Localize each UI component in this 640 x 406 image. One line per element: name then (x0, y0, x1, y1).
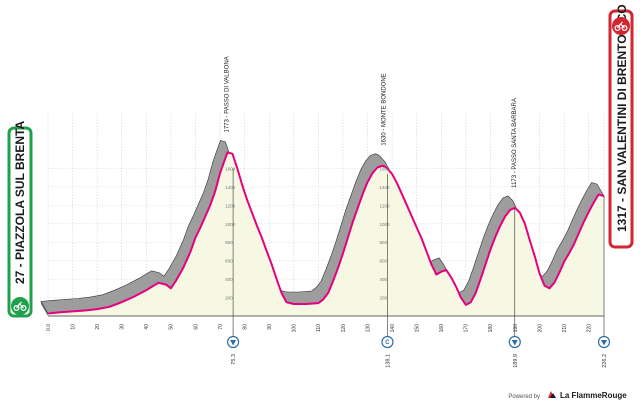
climb-label: 1173 - PASSO SANTA BARBARA (512, 98, 518, 188)
finish-label: 1317 - SAN VALENTINI DI BRENTONICO (615, 4, 629, 232)
y-tick-label: 200 (379, 296, 387, 301)
climb-label: 1630 - MONTE BONDONE (382, 73, 388, 145)
x-tick-label: 40 (144, 324, 150, 330)
x-tick-label: 100 (292, 324, 298, 333)
profile-fill (48, 152, 604, 316)
mountain-triangle (230, 340, 237, 346)
y-tick-labels: 200 400 600 800 1000 1200 1400 1600 200 400 600 800… (225, 166, 390, 300)
y-tick-label: 200 (225, 296, 233, 301)
x-tick-label: 180 (488, 324, 494, 333)
cyclist-icon (612, 17, 630, 35)
x-tick-label: 110 (316, 324, 322, 332)
start-box: 27 - PIAZZOLA SUL BRENTA (7, 121, 33, 318)
y-tick-label: 400 (379, 277, 387, 282)
marker-km-label: 138.1 (385, 354, 391, 368)
marker-km-label: 189.9 (513, 354, 519, 368)
profile-line (47, 151, 605, 315)
x-tick-label: 90 (267, 324, 273, 330)
x-tick-label: 10 (70, 324, 76, 330)
y-tick-label: 1400 (225, 185, 236, 190)
x-axis: 0.0 10 20 30 40 50 60 70 80 90 100 110 120 130 140 150 1… (46, 315, 604, 333)
y-tick-label: 1600 (225, 166, 236, 171)
x-tick-label: 50 (169, 324, 175, 330)
cyclist-icon (11, 297, 29, 315)
x-tick-label: 20 (95, 324, 101, 330)
y-tick-label: 1600 (379, 166, 390, 171)
marker-km-label: 75.3 (231, 354, 237, 365)
brand-name: La FlammeRouge (560, 391, 627, 400)
y-tick-label: 600 (225, 259, 233, 264)
x-tick-label: 130 (365, 324, 371, 333)
x-tick-label: 210 (562, 324, 568, 333)
x-tick-label: 0.0 (46, 324, 52, 331)
route-markers: 75.3 C 138.1 189.9 226.2 (226, 168, 611, 368)
mountain-triangle (511, 340, 518, 346)
x-tick-label: 140 (390, 324, 396, 333)
y-tick-label: 800 (379, 240, 387, 245)
y-tick-label: 400 (225, 277, 233, 282)
footer: Powered by La FlammeRouge (508, 391, 627, 400)
x-tick-label: 120 (341, 324, 347, 333)
x-tick-label: 160 (439, 324, 445, 333)
flamme-rouge-logo-icon (548, 391, 556, 398)
finish-box: 1317 - SAN VALENTINI DI BRENTONICO (608, 4, 634, 249)
x-tick-label: 60 (193, 324, 199, 330)
mountain-triangle (601, 340, 607, 346)
y-tick-label: 1200 (379, 203, 390, 208)
profile-start-side (41, 301, 48, 316)
climb-label: 1773 - PASSO DI VALBONA (224, 56, 230, 132)
marker-km-label: 226.2 (602, 354, 608, 368)
x-tick-label: 150 (415, 324, 421, 333)
y-tick-label: 1400 (379, 185, 390, 190)
powered-by-text: Powered by (508, 394, 540, 400)
y-tick-label: 600 (379, 259, 387, 264)
y-tick-label: 800 (225, 240, 233, 245)
x-tick-label: 30 (120, 324, 126, 330)
sprint-icon (381, 335, 394, 349)
climb-labels: 1773 - PASSO DI VALBONA 1630 - MONTE BOND… (224, 56, 518, 187)
x-tick-label: 80 (242, 324, 248, 330)
y-tick-label: 1000 (379, 222, 390, 227)
x-tick-label: 200 (537, 324, 543, 333)
x-tick-label: 190 (513, 324, 519, 333)
start-label: 27 - PIAZZOLA SUL BRENTA (13, 121, 27, 284)
sprint-letter: C (385, 340, 390, 346)
x-tick-label: 170 (464, 324, 470, 333)
x-tick-label: 220 (587, 324, 593, 333)
x-tick-label: 70 (218, 324, 224, 330)
y-tick-label: 1000 (225, 222, 236, 227)
y-tick-label: 1200 (225, 203, 236, 208)
